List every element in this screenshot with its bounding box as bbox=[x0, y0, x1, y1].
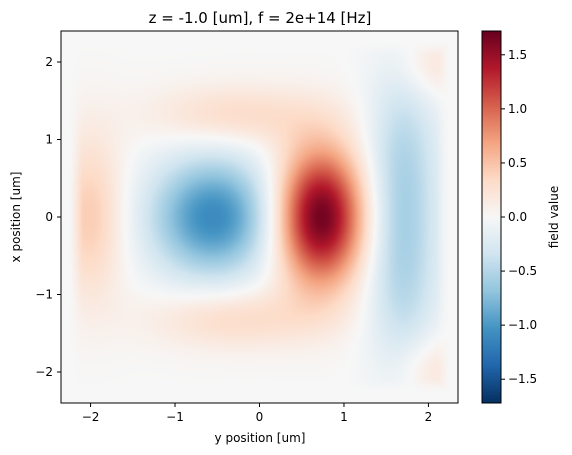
colorbar-tick-label: −1.5 bbox=[508, 372, 537, 386]
x-tick-label: 2 bbox=[425, 410, 433, 424]
colorbar-tick-label: 1.0 bbox=[508, 102, 527, 116]
colorbar-gradient bbox=[482, 31, 501, 403]
colorbar-tick-label: 1.5 bbox=[508, 48, 527, 62]
heatmap-plot-area bbox=[60, 30, 459, 404]
colorbar-tick-label: −0.5 bbox=[508, 264, 537, 278]
y-tick-label: 1 bbox=[45, 133, 53, 147]
y-tick-label: −2 bbox=[35, 365, 53, 379]
colorbar-tick-label: 0.0 bbox=[508, 210, 527, 224]
y-tick-label: 2 bbox=[45, 55, 53, 69]
colorbar-ticks: 1.5 1.0 0.5 0.0 −0.5 −1.0 −1.5 bbox=[501, 48, 537, 386]
chart-title: z = -1.0 [um], f = 2e+14 [Hz] bbox=[149, 9, 372, 27]
heatmap-image bbox=[61, 31, 458, 403]
x-tick-label: 1 bbox=[340, 410, 348, 424]
x-tick-label: 0 bbox=[256, 410, 264, 424]
x-axis-label: y position [um] bbox=[215, 431, 306, 445]
colorbar-tick-label: 0.5 bbox=[508, 156, 527, 170]
colorbar: 1.5 1.0 0.5 0.0 −0.5 −1.0 −1.5 bbox=[481, 30, 537, 404]
x-axis-ticks: −2 −1 0 1 2 bbox=[82, 403, 433, 424]
x-tick-label: −1 bbox=[166, 410, 184, 424]
y-axis-label: x position [um] bbox=[9, 172, 23, 263]
y-tick-label: 0 bbox=[45, 210, 53, 224]
y-axis-ticks: −2 −1 0 1 2 bbox=[35, 55, 61, 379]
y-tick-label: −1 bbox=[35, 288, 53, 302]
x-tick-label: −2 bbox=[82, 410, 100, 424]
colorbar-tick-label: −1.0 bbox=[508, 318, 537, 332]
colorbar-label: field value bbox=[547, 186, 561, 248]
